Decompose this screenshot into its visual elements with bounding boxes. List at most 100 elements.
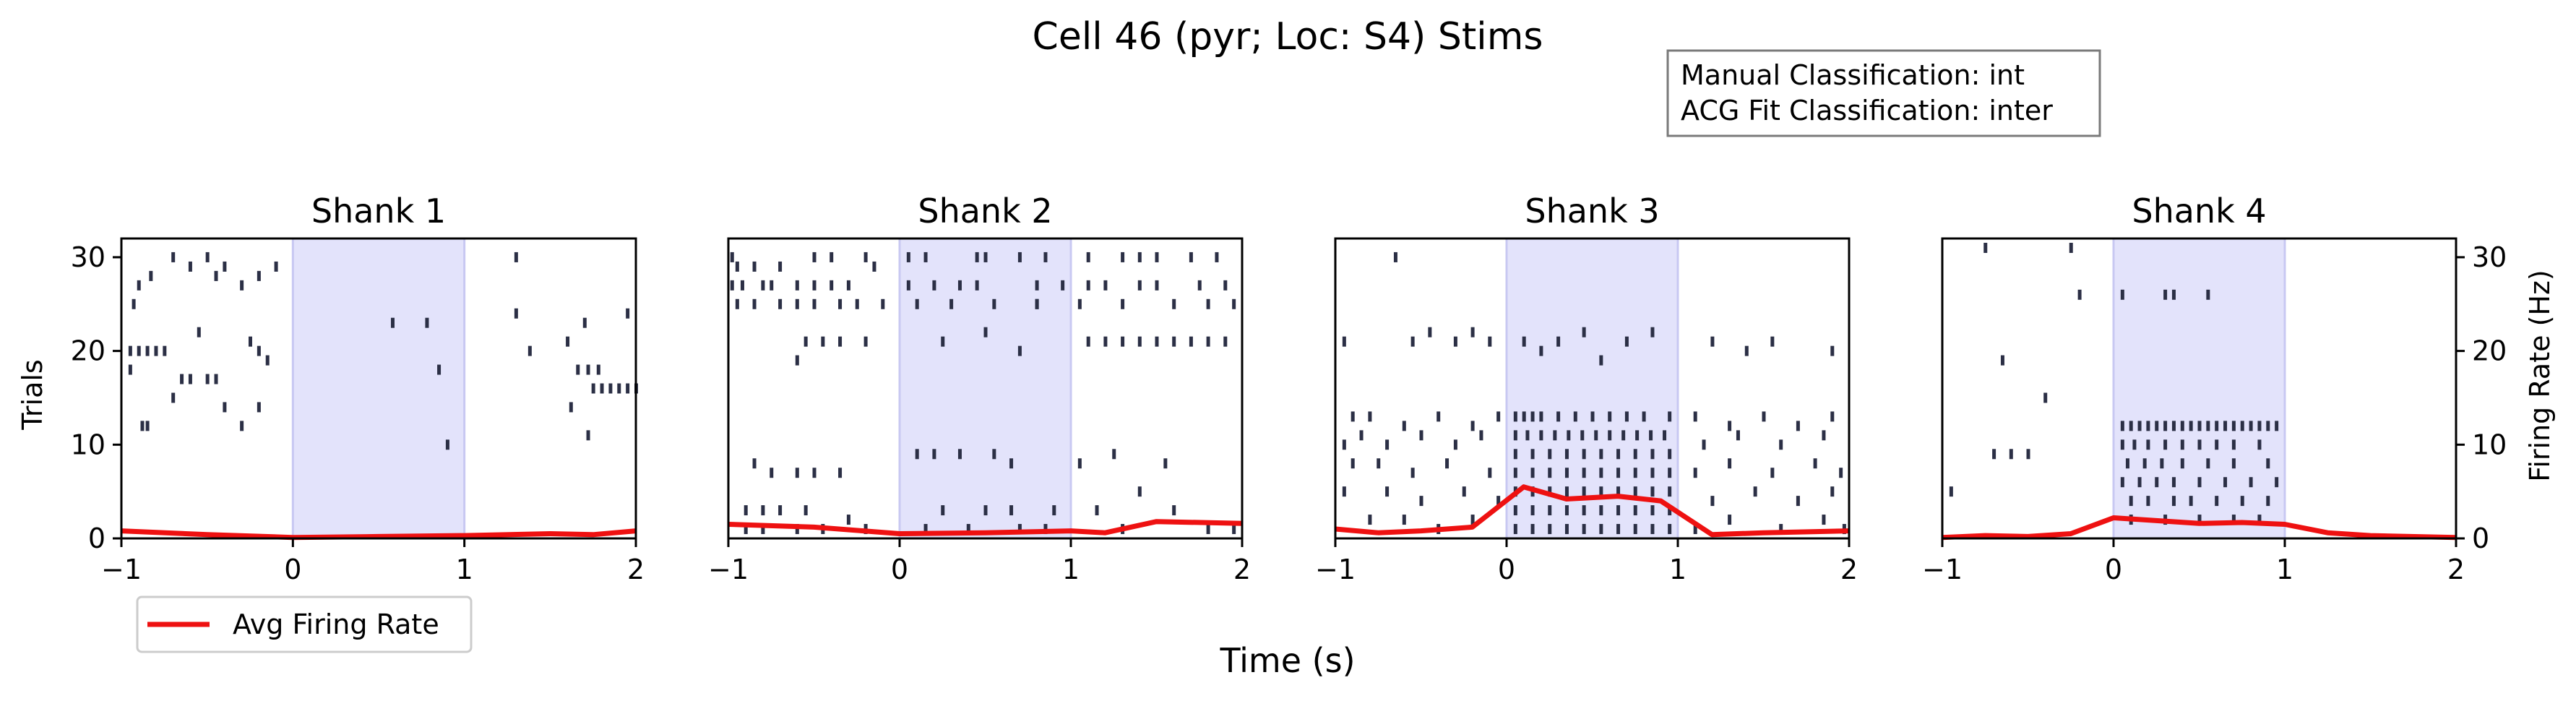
spike-tick: [983, 327, 988, 337]
spike-tick: [2155, 477, 2159, 488]
spike-tick: [1163, 458, 1168, 469]
spike-tick: [240, 421, 244, 431]
spike-tick: [1232, 298, 1236, 309]
spike-tick: [1513, 468, 1517, 478]
spike-tick: [1590, 411, 1595, 422]
spike-tick: [1830, 345, 1835, 356]
spike-tick: [569, 402, 573, 413]
spike-tick: [2155, 421, 2159, 431]
spike-tick: [2137, 421, 2142, 431]
x-axis-label: Time (s): [1219, 641, 1355, 680]
spike-tick: [770, 280, 774, 291]
spike-tick: [171, 392, 176, 403]
spike-tick: [1086, 336, 1090, 347]
spike-tick: [1668, 505, 1672, 516]
spike-tick: [1650, 468, 1655, 478]
spike-tick: [197, 327, 201, 337]
spike-tick: [1582, 524, 1586, 535]
spike-tick: [1172, 505, 1176, 516]
spike-tick: [915, 449, 919, 460]
spike-tick: [906, 251, 910, 262]
spike-tick: [941, 505, 945, 516]
spike-tick: [1206, 336, 1210, 347]
spike-tick: [1650, 486, 1655, 497]
x-tick-label: 1: [1669, 554, 1687, 585]
spike-tick: [2120, 439, 2124, 450]
spike-tick: [1702, 439, 1706, 450]
spike-tick: [1616, 524, 1621, 535]
spike-tick: [881, 298, 885, 309]
spike-tick: [2231, 515, 2236, 525]
x-tick-label: 2: [1233, 554, 1251, 585]
x-tick-label: −1: [708, 554, 749, 585]
spike-tick: [1624, 336, 1629, 347]
spike-tick: [1564, 486, 1569, 497]
x-tick-label: −1: [1315, 554, 1356, 585]
spike-tick: [582, 317, 587, 328]
spike-tick: [2257, 421, 2262, 431]
spike-tick: [223, 261, 227, 272]
spike-tick: [2231, 439, 2236, 450]
y-tick-label: 20: [71, 335, 105, 367]
spike-tick: [1663, 430, 1667, 441]
spike-tick: [795, 298, 799, 309]
manual-classification-text: Manual Classification: int: [1681, 59, 2025, 91]
spike-tick: [1035, 280, 1039, 291]
spike-tick: [596, 364, 600, 375]
spike-tick: [1035, 298, 1039, 309]
spike-tick: [2009, 449, 2013, 460]
spike-tick: [2206, 458, 2210, 469]
spike-tick: [1594, 430, 1598, 441]
spike-tick: [1650, 327, 1655, 337]
spike-tick: [1496, 496, 1501, 507]
spike-tick: [761, 505, 765, 516]
spike-tick: [855, 298, 859, 309]
spike-tick: [1017, 345, 1022, 356]
spike-tick: [1556, 336, 1561, 347]
spike-tick: [1137, 486, 1142, 497]
spike-tick: [1052, 505, 1056, 516]
spike-tick: [214, 270, 218, 281]
spike-tick: [1077, 458, 1082, 469]
avg-firing-rate-line: [728, 519, 1243, 536]
spike-tick: [778, 298, 783, 309]
spike-tick: [761, 524, 765, 535]
spike-tick: [1668, 449, 1672, 460]
spike-tick: [2120, 421, 2124, 431]
spike-tick: [1753, 486, 1757, 497]
spike-tick: [1599, 449, 1603, 460]
spike-tick: [1556, 411, 1561, 422]
spike-tick: [1488, 468, 1492, 478]
spike-tick: [2266, 458, 2270, 469]
spike-tick: [1992, 449, 1996, 460]
y-axis-label-left: Trials: [17, 359, 48, 430]
spike-tick: [1017, 524, 1022, 535]
spike-tick: [425, 317, 429, 328]
spike-tick: [137, 280, 141, 291]
spike-tick: [390, 317, 395, 328]
spike-tick: [1470, 421, 1475, 431]
spike-tick: [1342, 486, 1346, 497]
spike-tick: [1419, 430, 1423, 441]
spike-tick: [1121, 336, 1125, 347]
y-tick-label: 10: [2472, 429, 2507, 460]
legend: Avg Firing Rate: [136, 595, 473, 653]
spike-tick: [2120, 477, 2124, 488]
spike-tick: [1770, 468, 1775, 478]
plot-frame: [1334, 237, 1851, 540]
x-tick-label: 2: [627, 554, 645, 585]
classification-info-box: Manual Classification: int ACG Fit Class…: [1666, 49, 2101, 137]
spike-tick: [188, 374, 192, 384]
spike-tick: [2000, 355, 2004, 366]
spike-tick: [941, 336, 945, 347]
spike-tick: [1223, 336, 1228, 347]
spike-tick: [1548, 468, 1552, 478]
spike-tick: [2223, 477, 2228, 488]
spike-tick: [1061, 280, 1065, 291]
spike-tick: [1564, 524, 1569, 535]
spike-tick: [778, 261, 783, 272]
spike-tick: [1530, 524, 1535, 535]
spike-tick: [1822, 430, 1826, 441]
spike-tick: [1633, 486, 1637, 497]
spike-tick: [1522, 336, 1526, 347]
